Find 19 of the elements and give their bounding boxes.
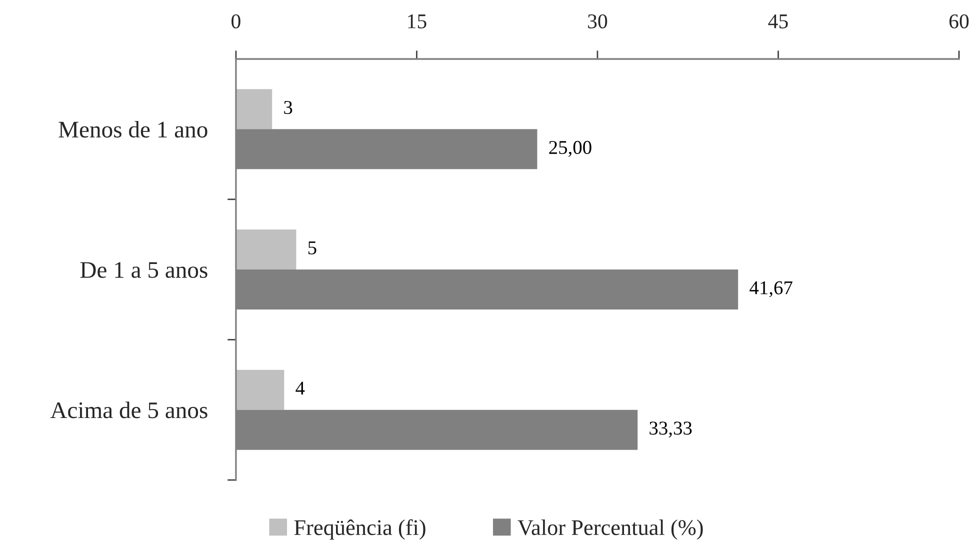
x-tick-label: 45	[768, 14, 788, 28]
x-tick-label: 15	[408, 14, 426, 28]
x-tick-label: 0	[232, 14, 240, 28]
legend-label: Freqüência (fi)	[294, 519, 426, 540]
bar	[236, 370, 284, 410]
data-label: 3	[284, 100, 292, 114]
y-tick-label: Menos de 1 ano	[58, 120, 208, 138]
y-tick-label: De 1 a 5 anos	[80, 262, 208, 278]
x-tick-label: 30	[588, 14, 608, 28]
data-label: 25,00	[549, 140, 592, 157]
y-tick-label: Acima de 5 anos	[50, 402, 208, 418]
bar	[236, 89, 272, 130]
bar	[236, 230, 296, 270]
legend-label: Valor Percentual (%)	[518, 519, 703, 540]
x-tick-label: 60	[949, 14, 969, 28]
data-label: 5	[308, 241, 316, 254]
data-label: 33,33	[650, 422, 692, 438]
data-label: 41,67	[750, 281, 792, 298]
data-label: 4	[296, 382, 305, 395]
